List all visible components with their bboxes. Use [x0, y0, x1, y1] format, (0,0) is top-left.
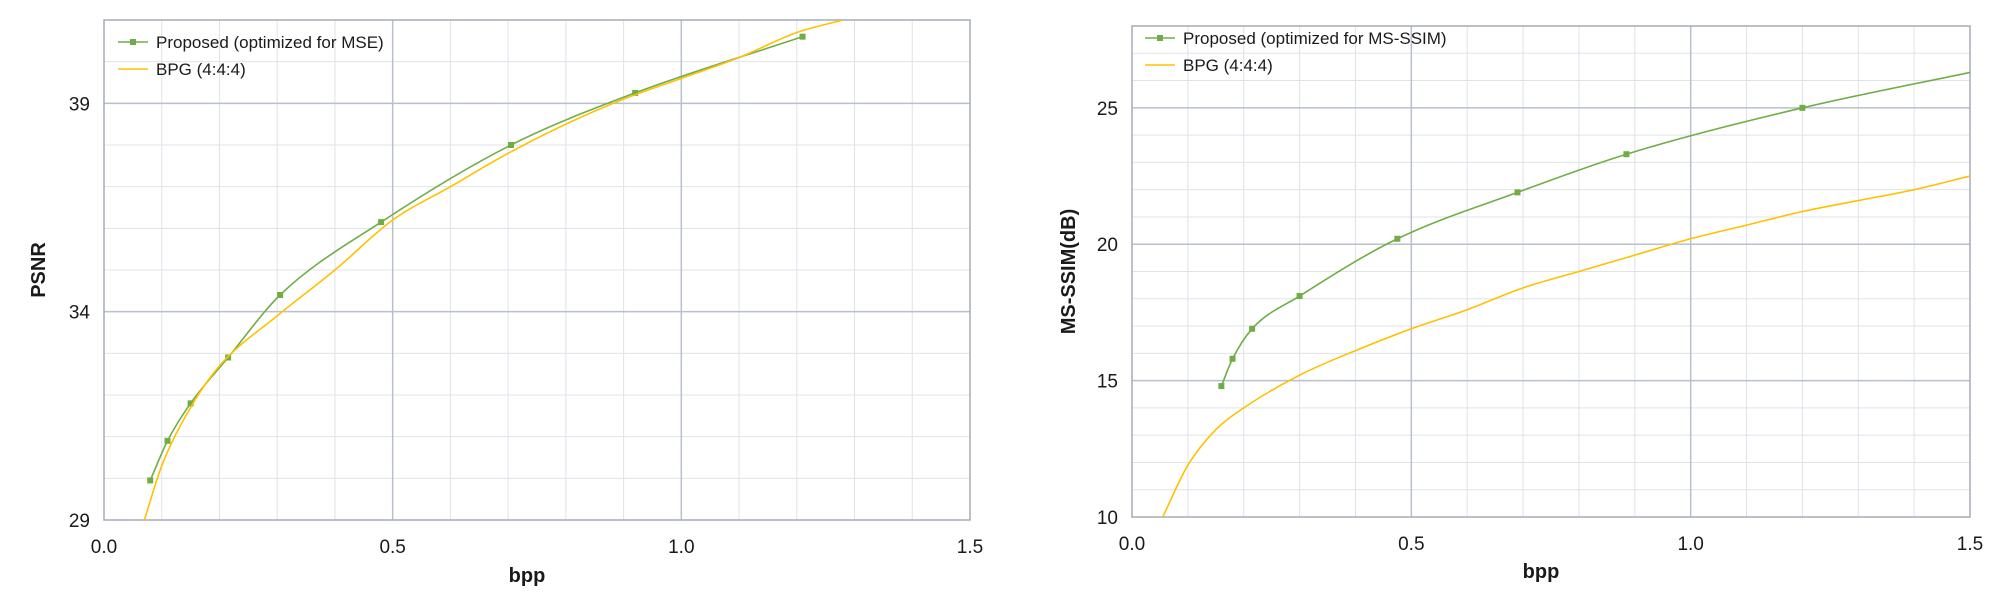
- data-point-marker: [164, 437, 171, 444]
- data-point-marker: [147, 477, 154, 484]
- data-point-marker: [1229, 355, 1236, 362]
- data-point-marker: [1218, 383, 1225, 390]
- legend: Proposed (optimized for MS-SSIM) BPG (4:4…: [1145, 29, 1447, 75]
- series-layer: [1162, 71, 1970, 517]
- y-tick-label: 15: [1097, 372, 1118, 393]
- legend: Proposed (optimized for MSE) BPG (4:4:4): [118, 33, 384, 79]
- data-point-marker: [799, 33, 806, 40]
- y-tick-label: 10: [1097, 508, 1118, 529]
- series-line-bpg: [1162, 175, 1970, 517]
- plot-frame: [1131, 25, 1971, 518]
- series-line-bpg: [143, 20, 844, 520]
- data-point-marker: [632, 89, 639, 96]
- x-tick-label: 0.5: [379, 537, 405, 558]
- y-axis-title: MS-SSIM(dB): [1058, 209, 1080, 335]
- data-point-marker: [187, 400, 194, 407]
- grid: [104, 20, 970, 520]
- legend-marker: [1157, 35, 1163, 41]
- x-axis-title: bpp: [509, 565, 546, 587]
- data-point-marker: [1623, 151, 1630, 158]
- y-tick-label: 39: [69, 94, 90, 115]
- grid: [1132, 26, 1970, 517]
- legend-marker: [130, 39, 136, 45]
- y-tick-label: 29: [69, 511, 90, 532]
- legend-label: BPG (4:4:4): [1183, 56, 1273, 75]
- y-tick-label: 20: [1097, 235, 1118, 256]
- data-point-marker: [378, 219, 385, 226]
- y-axis-title: PSNR: [28, 242, 50, 298]
- data-point-marker: [508, 142, 515, 148]
- y-tick-label: 25: [1097, 99, 1118, 120]
- x-tick-label: 1.5: [1957, 534, 1983, 555]
- psnr-chart: 0.0 0.5 1.0 1.5 29 34 39 bpp PSNR Proposed (optim…: [28, 19, 983, 587]
- data-point-marker: [1296, 293, 1303, 300]
- x-tick-label: 0.5: [1398, 534, 1424, 555]
- legend-label: BPG (4:4:4): [156, 60, 246, 79]
- legend-label: Proposed (optimized for MS-SSIM): [1183, 29, 1447, 48]
- data-point-marker: [1799, 104, 1806, 111]
- y-tick-label: 34: [69, 303, 91, 324]
- x-tick-label: 1.0: [668, 537, 694, 558]
- data-point-marker: [1394, 235, 1401, 242]
- data-point-marker: [277, 292, 284, 298]
- series-layer: [143, 20, 844, 520]
- plot-frame: [103, 19, 971, 521]
- x-tick-label: 0.0: [91, 537, 117, 558]
- data-point-marker: [1514, 189, 1521, 196]
- x-tick-label: 1.5: [957, 537, 983, 558]
- legend-label: Proposed (optimized for MSE): [156, 33, 384, 52]
- data-point-marker: [1249, 325, 1256, 332]
- x-axis-title: bpp: [1523, 561, 1560, 583]
- x-tick-label: 1.0: [1677, 534, 1703, 555]
- series-line-proposed: [1220, 71, 1970, 387]
- x-tick-label: 0.0: [1119, 534, 1145, 555]
- ms-ssim-chart: 0.0 0.5 1.0 1.5 10 15 20 25 bpp MS-SSIM(dB) Propos…: [1058, 25, 1983, 583]
